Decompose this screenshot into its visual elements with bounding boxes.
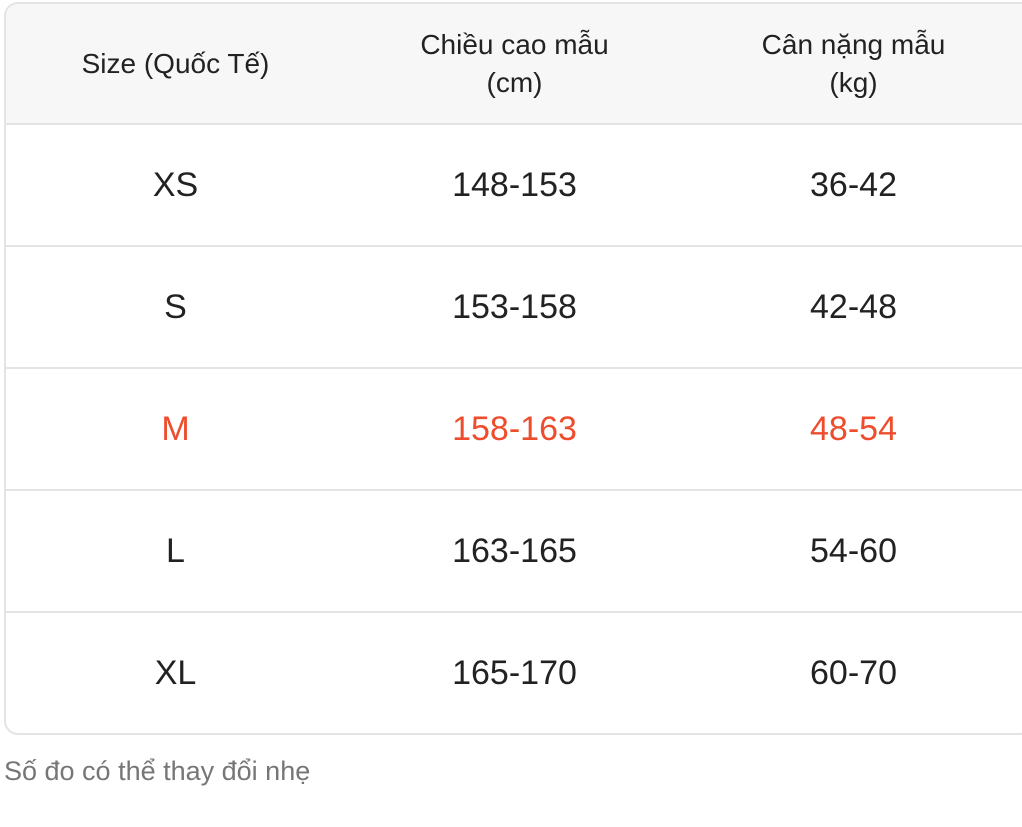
size-chart-table: Size (Quốc Tế) Chiều cao mẫu (cm) Cân nặ… [4, 2, 1022, 735]
size-cell: L [166, 531, 185, 570]
size-cell: M [161, 409, 190, 448]
weight-cell: 36-42 [810, 165, 897, 204]
table-row: XS 148-153 36-42 [6, 123, 1022, 245]
header-size: Size (Quốc Tế) [81, 47, 270, 79]
height-cell: 163-165 [452, 531, 577, 570]
height-cell: 158-163 [452, 409, 577, 448]
table-row: L 163-165 54-60 [6, 489, 1022, 611]
table-row-highlighted: M 158-163 48-54 [6, 367, 1022, 489]
header-height: Chiều cao mẫu (cm) [420, 28, 609, 98]
weight-cell: 48-54 [810, 409, 897, 448]
weight-cell: 60-70 [810, 653, 897, 692]
weight-cell: 54-60 [810, 531, 897, 570]
table-row: S 153-158 42-48 [6, 245, 1022, 367]
height-cell: 148-153 [452, 165, 577, 204]
header-weight: Cân nặng mẫu (kg) [761, 28, 946, 98]
table-row: XL 165-170 60-70 [6, 611, 1022, 733]
measurement-note: Số đo có thể thay đổi nhẹ [4, 756, 311, 786]
size-cell: XS [152, 165, 199, 204]
height-cell: 165-170 [452, 653, 577, 692]
table-header: Size (Quốc Tế) Chiều cao mẫu (cm) Cân nặ… [6, 4, 1022, 123]
size-cell: S [164, 287, 187, 326]
size-cell: XL [154, 653, 197, 692]
weight-cell: 42-48 [810, 287, 897, 326]
height-cell: 153-158 [452, 287, 577, 326]
